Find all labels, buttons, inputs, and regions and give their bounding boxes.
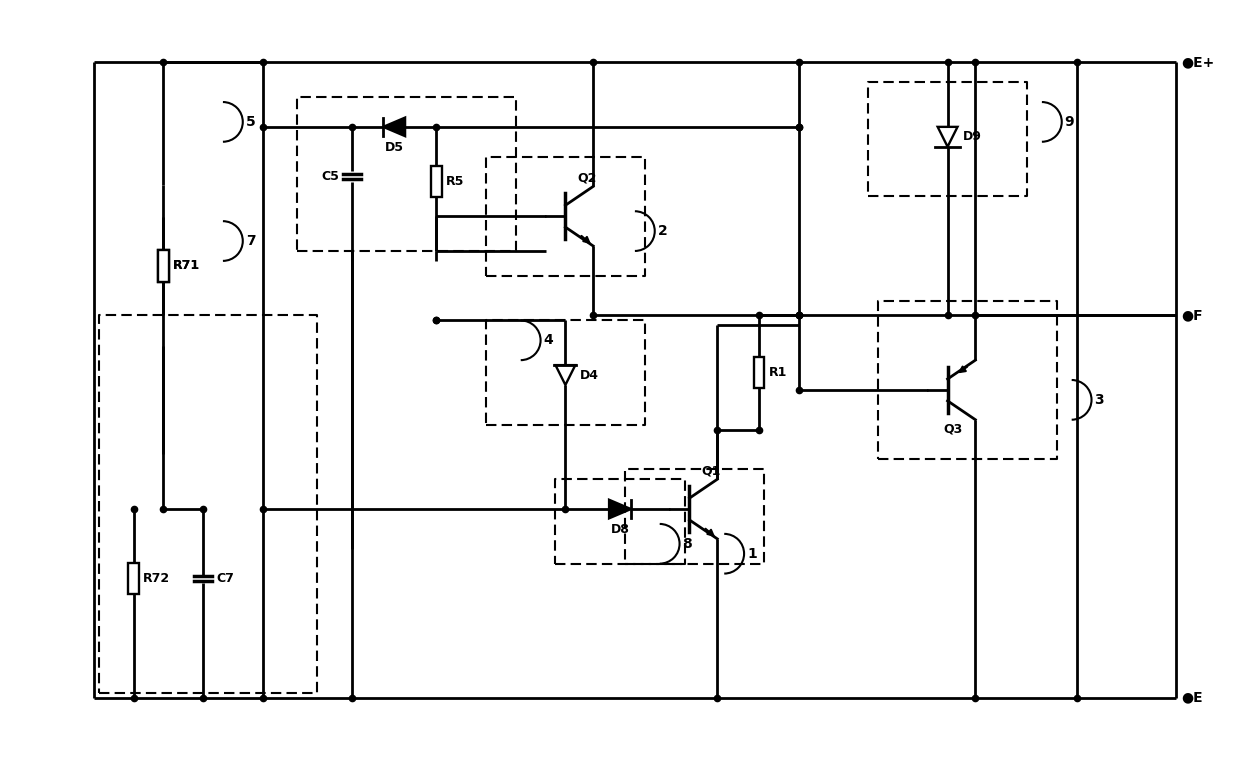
- Text: R71: R71: [172, 259, 200, 272]
- Text: D5: D5: [384, 141, 404, 154]
- Polygon shape: [609, 500, 631, 518]
- Bar: [157, 250, 169, 282]
- Text: Q1: Q1: [702, 464, 720, 477]
- Text: 3: 3: [1095, 393, 1104, 407]
- Text: 2: 2: [657, 224, 667, 238]
- Text: ●F: ●F: [1180, 309, 1203, 322]
- Text: D9: D9: [962, 130, 981, 144]
- Text: R72: R72: [143, 572, 170, 585]
- Bar: [754, 356, 764, 388]
- Text: D8: D8: [610, 524, 630, 537]
- Text: 5: 5: [246, 115, 255, 129]
- Text: C7: C7: [216, 572, 234, 585]
- Text: Q2: Q2: [578, 172, 596, 185]
- Bar: [157, 250, 169, 282]
- Text: 1: 1: [746, 546, 756, 561]
- Text: D4: D4: [580, 369, 599, 382]
- Text: 4: 4: [543, 334, 553, 347]
- Text: R1: R1: [769, 366, 787, 379]
- Text: 7: 7: [246, 234, 255, 248]
- Bar: [430, 166, 441, 198]
- Polygon shape: [383, 118, 405, 136]
- Polygon shape: [556, 365, 575, 385]
- Text: ●E+: ●E+: [1180, 55, 1214, 69]
- Text: R71: R71: [172, 259, 200, 272]
- Text: C5: C5: [321, 170, 339, 183]
- Text: Q3: Q3: [942, 423, 962, 435]
- Text: 8: 8: [682, 537, 692, 551]
- Text: R5: R5: [446, 175, 464, 188]
- Text: 9: 9: [1065, 115, 1074, 129]
- Text: ●E: ●E: [1180, 691, 1203, 705]
- Bar: [128, 562, 139, 594]
- Polygon shape: [937, 127, 957, 147]
